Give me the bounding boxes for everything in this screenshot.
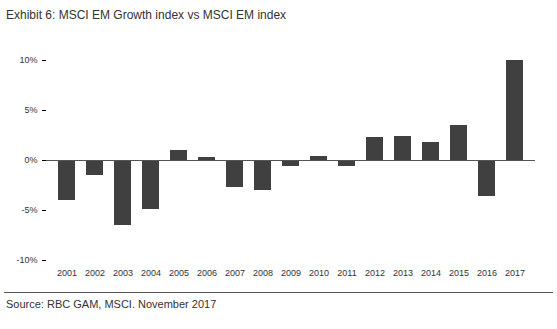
svg-text:2002: 2002 xyxy=(85,268,105,278)
svg-text:2009: 2009 xyxy=(281,268,301,278)
svg-text:2015: 2015 xyxy=(449,268,469,278)
svg-text:2007: 2007 xyxy=(225,268,245,278)
svg-text:5%: 5% xyxy=(24,105,37,115)
svg-text:-10%: -10% xyxy=(16,255,37,265)
svg-text:10%: 10% xyxy=(19,55,37,65)
svg-text:2006: 2006 xyxy=(197,268,217,278)
svg-text:2008: 2008 xyxy=(253,268,273,278)
html-text:Exhibit 6: MSCI EM Growth inde: Exhibit 6: MSCI EM Growth index vs MSCI … xyxy=(6,8,287,22)
html-text:Source: RBC GAM, MSCI. Novembe: Source: RBC GAM, MSCI. November 2017 xyxy=(6,298,217,310)
svg-text:2004: 2004 xyxy=(141,268,161,278)
svg-text:2011: 2011 xyxy=(337,268,356,278)
svg-text:2005: 2005 xyxy=(169,268,189,278)
svg-text:2010: 2010 xyxy=(309,268,329,278)
svg-text:2003: 2003 xyxy=(113,268,133,278)
svg-text:-5%: -5% xyxy=(21,205,37,215)
svg-text:2014: 2014 xyxy=(421,268,441,278)
svg-text:2012: 2012 xyxy=(365,268,385,278)
svg-text:2013: 2013 xyxy=(393,268,413,278)
svg-text:0%: 0% xyxy=(24,155,37,165)
svg-text:2017: 2017 xyxy=(505,268,525,278)
svg-text:2001: 2001 xyxy=(57,268,77,278)
svg-text:2016: 2016 xyxy=(477,268,497,278)
